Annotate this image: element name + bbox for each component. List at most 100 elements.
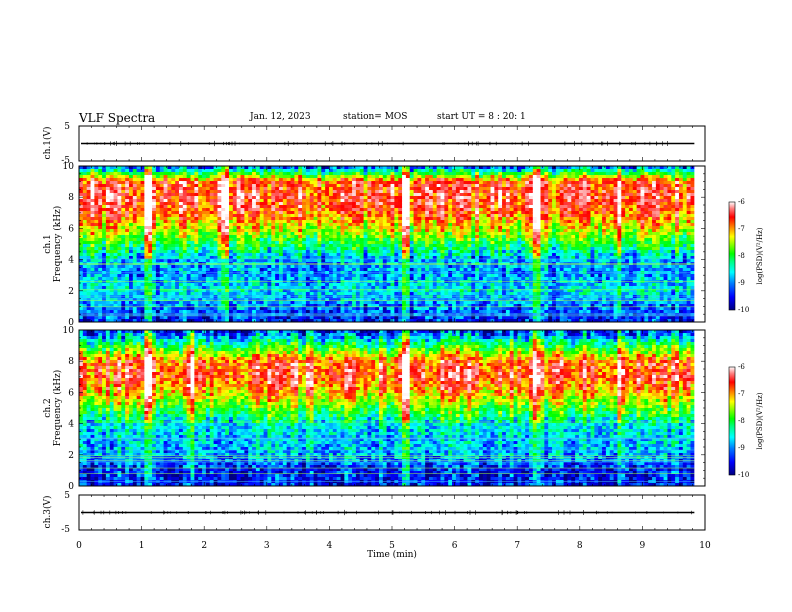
spectrogram-cell: [336, 166, 342, 170]
spectrogram-cell: [117, 319, 122, 323]
spectrogram-cell: [344, 202, 349, 206]
spectrogram-cell: [190, 307, 195, 311]
spectrogram-cell: [125, 178, 130, 182]
spectrogram-cell: [286, 211, 292, 215]
spectrogram-cell: [444, 178, 449, 182]
spectrogram-cell: [352, 229, 357, 233]
spectrogram-cell: [129, 193, 134, 197]
spectrogram-cell: [205, 259, 211, 263]
spectrogram-cell: [286, 259, 292, 263]
spectrogram-cell: [398, 232, 403, 236]
spectrogram-cell: [294, 202, 299, 206]
spectrogram-cell: [244, 304, 249, 308]
spectrogram-cell: [363, 181, 368, 185]
spectrogram-cell: [98, 259, 103, 263]
spectrogram-cell: [136, 289, 142, 293]
spectrogram-cell: [352, 187, 357, 191]
spectrogram-cell: [105, 172, 111, 176]
spectrogram-cell: [132, 277, 138, 281]
spectrogram-cell: [294, 217, 299, 221]
spectrogram-cell: [432, 250, 438, 254]
spectrogram-cell: [321, 319, 326, 323]
spectrogram-cell: [352, 304, 357, 308]
spectrogram-cell: [167, 205, 172, 209]
spectrogram-cell: [175, 268, 180, 272]
spectrogram-cell: [313, 226, 318, 230]
spectrogram-cell: [82, 199, 88, 203]
spectrogram-cell: [109, 229, 115, 233]
spectrogram-cell: [398, 286, 403, 290]
spectrogram-cell: [332, 193, 338, 197]
spectrogram-cell: [171, 217, 176, 221]
spectrogram-cell: [194, 241, 199, 245]
spectrogram-cell: [267, 205, 272, 209]
spectrogram-cell: [194, 226, 199, 230]
spectrogram-cell: [232, 256, 238, 260]
spectrogram-cell: [82, 193, 88, 197]
spectrogram-cell: [405, 319, 411, 323]
spectrogram-cell: [213, 256, 218, 260]
spectrogram-cell: [129, 277, 134, 281]
spectrogram-cell: [113, 226, 118, 230]
spectrogram-cell: [248, 244, 253, 248]
spectrogram-cell: [125, 250, 130, 254]
spectrogram-cell: [413, 226, 418, 230]
spectrogram-cell: [444, 229, 449, 233]
spectrogram-cell: [363, 253, 368, 257]
spectrogram-cell: [390, 178, 395, 182]
spectrogram-cell: [255, 241, 261, 245]
spectrogram-cell: [255, 217, 261, 221]
spectrogram-cell: [82, 190, 88, 194]
spectrogram-cell: [302, 256, 307, 260]
spectrogram-cell: [98, 310, 103, 314]
spectrogram-cell: [413, 256, 418, 260]
spectrogram-cell: [152, 283, 157, 287]
spectrogram-cell: [444, 211, 449, 215]
spectrogram-cell: [286, 187, 292, 191]
spectrogram-cell: [425, 298, 430, 302]
spectrogram-cell: [190, 241, 195, 245]
spectrogram-cell: [179, 277, 184, 281]
spectrogram-cell: [332, 298, 338, 302]
spectrogram-cell: [90, 229, 95, 233]
spectrogram-cell: [398, 205, 403, 209]
spectrogram-cell: [286, 184, 292, 188]
spectrogram-cell: [398, 253, 403, 257]
spectrogram-cell: [409, 319, 415, 323]
spectrogram-cell: [148, 301, 153, 305]
spectrogram-cell: [79, 310, 84, 314]
spectrogram-cell: [436, 250, 442, 254]
spectrogram-cell: [413, 259, 418, 263]
spectrogram-cell: [244, 238, 249, 242]
spectrogram-cell: [275, 166, 280, 170]
spectrogram-cell: [290, 220, 295, 224]
spectrogram-cell: [94, 235, 99, 239]
spectrogram-cell: [98, 175, 103, 179]
spectrogram-cell: [282, 217, 288, 221]
spectrogram-cell: [271, 286, 276, 290]
spectrogram-cell: [417, 259, 422, 263]
spectrogram-cell: [163, 289, 168, 293]
spectrogram-cell: [163, 259, 168, 263]
spectrogram-cell: [113, 196, 118, 200]
spectrogram-cell: [405, 307, 411, 311]
spectrogram-cell: [152, 184, 157, 188]
spectrogram-cell: [436, 295, 442, 299]
spectrogram-cell: [152, 199, 157, 203]
spectrogram-cell: [328, 241, 334, 245]
spectrogram-cell: [359, 169, 365, 173]
spectrogram-cell: [94, 286, 99, 290]
spectrogram-cell: [236, 310, 242, 314]
spectrogram-cell: [352, 310, 357, 314]
spectrogram-cell: [90, 313, 95, 317]
spectrogram-cell: [332, 301, 338, 305]
spectrogram-cell: [402, 181, 407, 185]
spectrogram-cell: [136, 295, 142, 299]
spectrogram-cell: [440, 205, 445, 209]
spectrogram-cell: [263, 217, 268, 221]
spectrogram-cell: [386, 166, 392, 170]
spectrogram-cell: [371, 316, 376, 320]
spectrogram-cell: [271, 178, 276, 182]
spectrogram-cell: [386, 235, 392, 239]
spectrogram-cell: [386, 181, 392, 185]
